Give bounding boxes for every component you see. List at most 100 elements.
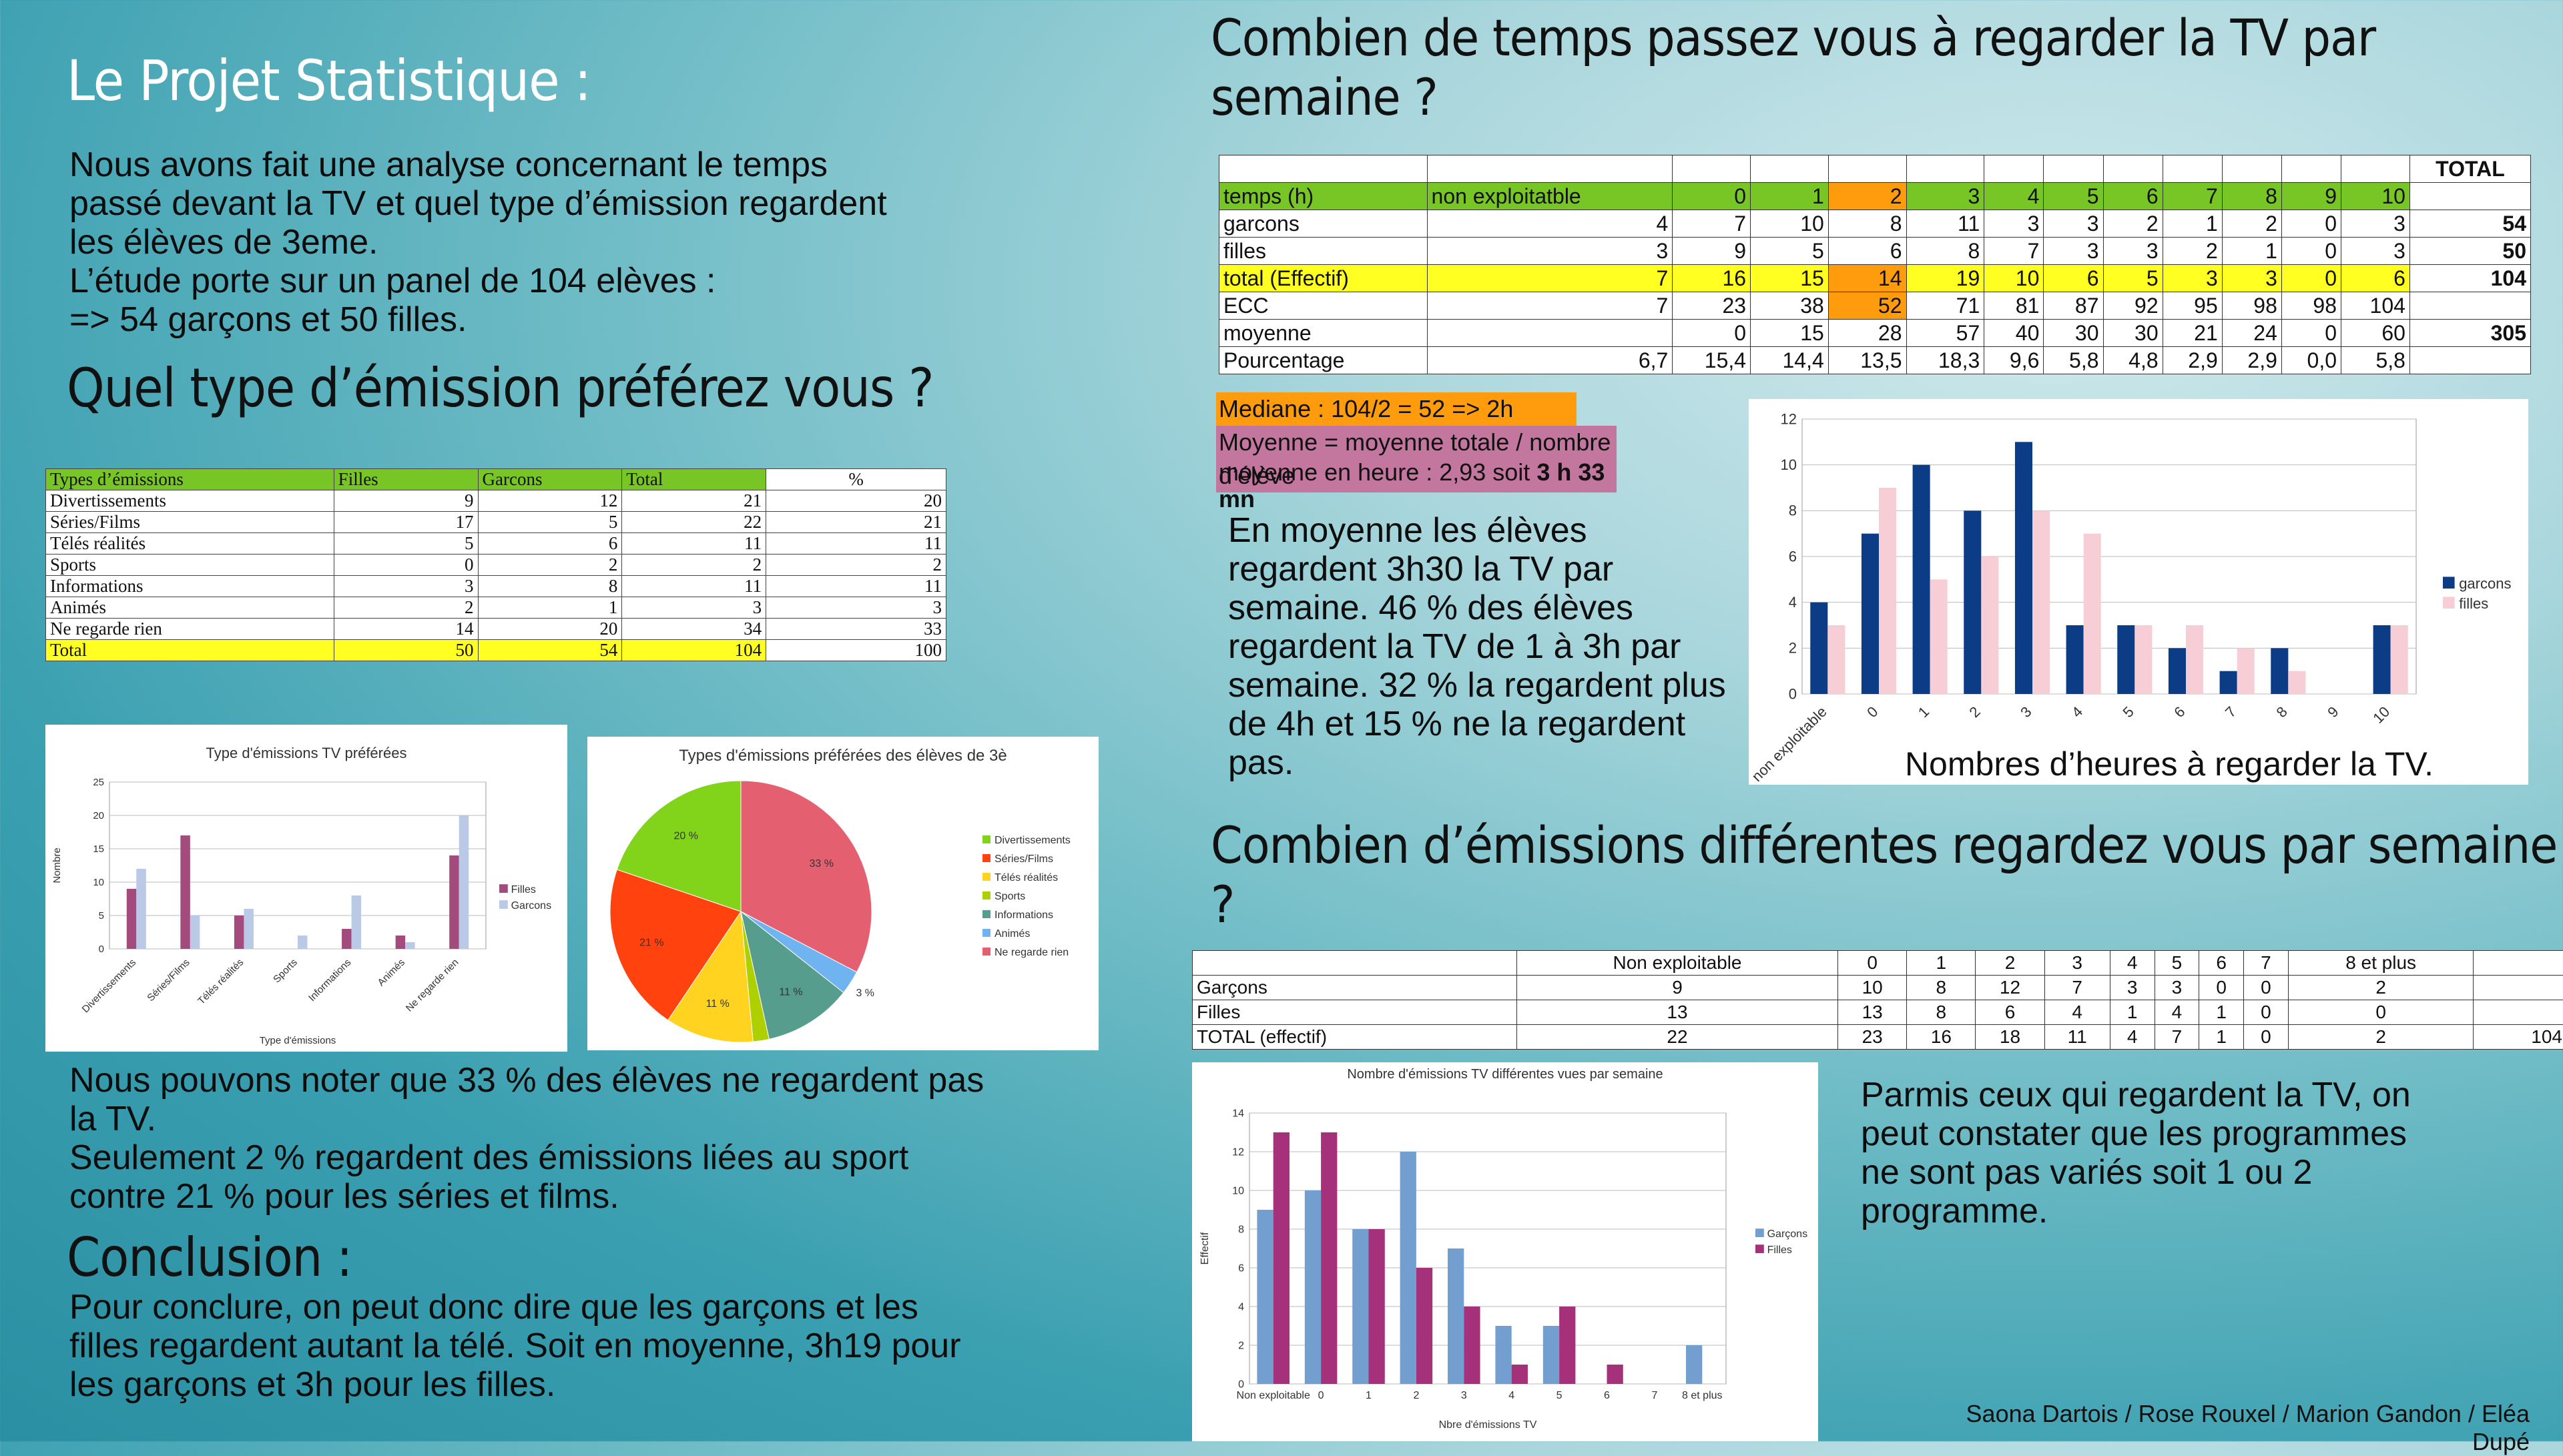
table-cell: 6 (478, 533, 622, 555)
table-cell: 3 (2103, 238, 2163, 265)
mean-formula: Moyenne = moyenne totale / nombre d’élèv… (1219, 426, 1614, 459)
y-tick-label: 25 (93, 777, 104, 788)
x-tick-label: 6 (1604, 1390, 1610, 1401)
legend-label: Séries/Films (994, 853, 1053, 865)
question-emission-count: Combien d’émissions différentes regardez… (1211, 815, 2563, 934)
x-tick-label: Télés réalités (196, 957, 246, 1007)
median-line: Mediane : 104/2 = 52 => 2h (1216, 392, 1577, 426)
x-tick-label: 4 (1508, 1390, 1514, 1401)
bar (1495, 1326, 1511, 1384)
table-cell (2222, 155, 2281, 183)
bar (1862, 534, 1879, 694)
mean-hours: moyenne en heure : 2,93 soit 3 h 33 mn (1219, 459, 1614, 486)
bar (2032, 510, 2050, 694)
table-cell: 9,6 (1984, 347, 2044, 374)
bar (1352, 1229, 1368, 1384)
table-cell: 10 (1751, 210, 1829, 238)
note-paragraph: Nous pouvons noter que 33 % des élèves n… (69, 1061, 1071, 1216)
project-heading: Le Projet Statistique : (67, 48, 591, 113)
table-cell: Informations (46, 576, 334, 597)
bar (1369, 1229, 1385, 1384)
x-tick-label: 2 (1966, 703, 1984, 721)
bar (1810, 603, 1827, 694)
mean-comment: En moyenne les élèves regardent 3h30 la … (1228, 511, 1762, 782)
x-tick-label: Animés (376, 957, 407, 988)
y-tick-label: 10 (1232, 1185, 1244, 1196)
table-cell: 7 (1984, 238, 2044, 265)
table-cell: 6 (2044, 265, 2103, 292)
x-tick-label: 7 (2222, 703, 2239, 721)
table-cell: 2,9 (2222, 347, 2281, 374)
table-cell: 13 (1516, 1000, 1837, 1025)
table-cell: 0 (2244, 1000, 2289, 1025)
chart-title: Nombres d’heures à regarder la TV. (1905, 745, 2434, 783)
table-header-cell: Types d’émissions (46, 469, 334, 490)
table-header-cell: 3 (2044, 951, 2110, 976)
table-header-cell: 8 et plus (2288, 951, 2474, 976)
table-header-cell: % (766, 469, 946, 490)
y-tick-label: 10 (93, 877, 104, 888)
table-header-cell: temps (h) (1219, 183, 1428, 210)
bar (1512, 1365, 1528, 1384)
conclusion-paragraph: Pour conclure, on peut donc dire que les… (69, 1288, 1071, 1404)
bar (1257, 1210, 1273, 1384)
table-cell: 11 (766, 576, 946, 597)
x-tick-label: non exploitable (1749, 703, 1830, 785)
table-cell: Divertissements (46, 490, 334, 512)
bar (234, 916, 244, 949)
legend-swatch (982, 835, 990, 843)
table-cell: 11 (622, 576, 766, 597)
table-cell: 71 (1906, 292, 1984, 320)
legend-label: Informations (994, 909, 1053, 921)
table-cell: 2 (2222, 210, 2281, 238)
table-cell: 0 (2281, 210, 2341, 238)
table-cell: 4 (2044, 1000, 2110, 1025)
table-header-cell: TOTAL (2409, 155, 2530, 183)
bar (1879, 488, 1896, 694)
table-cell: 16 (1673, 265, 1751, 292)
table-cell: 0 (334, 555, 478, 576)
table-cell: 20 (766, 490, 946, 512)
bar (298, 936, 308, 949)
x-tick-label: 7 (1651, 1390, 1657, 1401)
bar (1543, 1326, 1559, 1384)
table-cell: 30 (2103, 320, 2163, 347)
table-cell: 5 (2103, 265, 2163, 292)
table-cell: TOTAL (effectif) (1193, 1025, 1517, 1050)
table-cell: 305 (2409, 320, 2530, 347)
table-cell: 0 (1673, 320, 1751, 347)
bar (1827, 625, 1845, 694)
table-cell: 104 (2409, 265, 2530, 292)
pie-value-label: 3 % (856, 988, 874, 999)
table-cell: 3 (2341, 238, 2410, 265)
table-header-cell: 4 (2110, 951, 2155, 976)
x-tick-label: 1 (1366, 1390, 1372, 1401)
table-cell: filles (1219, 238, 1428, 265)
table-cell: 3 (334, 576, 478, 597)
table-cell (1984, 155, 2044, 183)
table-cell: 4 (1427, 210, 1673, 238)
legend-swatch (982, 873, 990, 881)
legend-label: Garçons (1767, 1228, 1807, 1240)
table-header-cell: 7 (2244, 951, 2289, 976)
table-cell: 2 (766, 555, 946, 576)
table-cell (1427, 155, 1673, 183)
table-cell: 11 (1906, 210, 1984, 238)
table-header-cell: Garcons (478, 469, 622, 490)
table-cell: 22 (622, 512, 766, 533)
bar (1686, 1345, 1702, 1384)
x-axis-label: Nbre d'émissions TV (1439, 1419, 1537, 1431)
y-tick-label: 5 (99, 910, 104, 922)
table-cell: 3 (2341, 210, 2410, 238)
bar (2237, 648, 2255, 694)
